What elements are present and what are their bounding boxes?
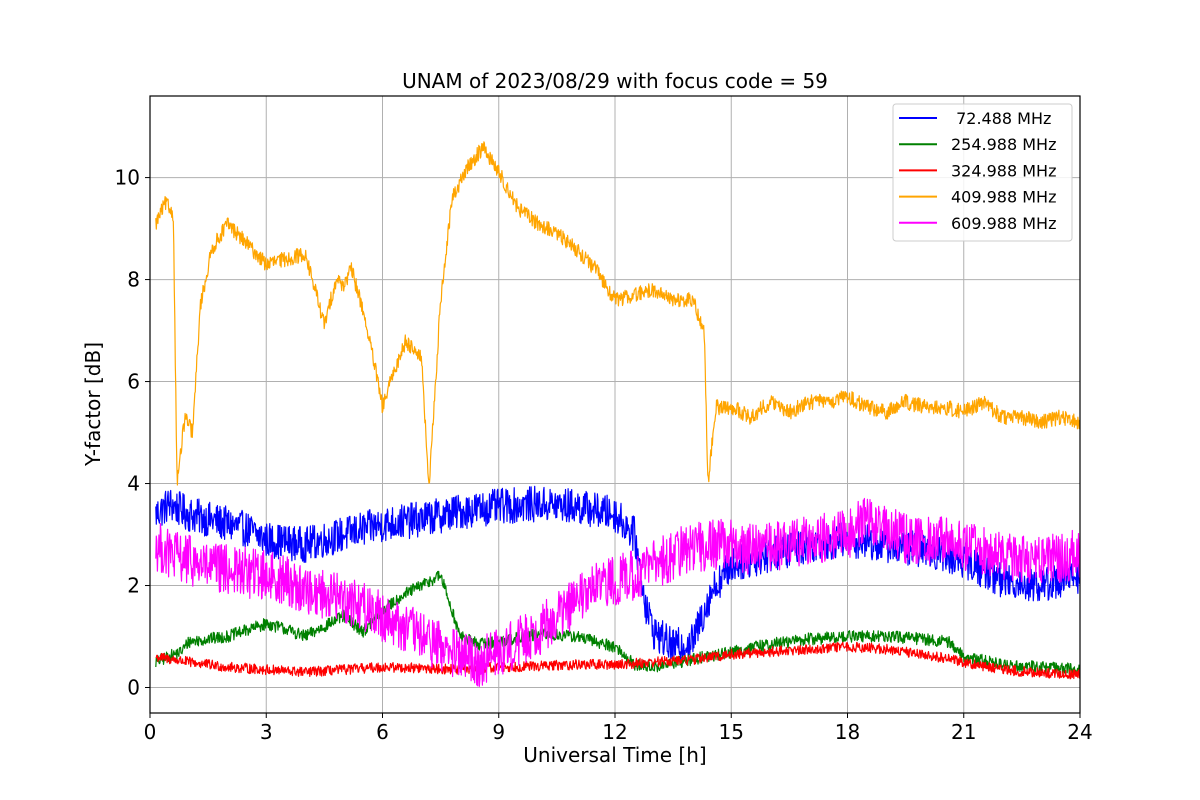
series-line xyxy=(155,570,1080,676)
series-line xyxy=(155,141,1080,486)
legend-label: 254.988 MHz xyxy=(951,135,1056,154)
legend-label: 72.488 MHz xyxy=(951,109,1051,128)
legend-label: 409.988 MHz xyxy=(951,188,1056,207)
legend-box xyxy=(892,103,1073,242)
x-tick-label: 0 xyxy=(144,720,157,744)
x-axis-label: Universal Time [h] xyxy=(523,743,706,767)
y-tick-label: 2 xyxy=(127,574,140,598)
y-axis-label: Y-factor [dB] xyxy=(81,342,105,467)
x-tick-label: 9 xyxy=(492,720,505,744)
chart-title: UNAM of 2023/08/29 with focus code = 59 xyxy=(402,69,828,93)
legend-label: 324.988 MHz xyxy=(951,161,1056,180)
y-tick-label: 4 xyxy=(127,472,140,496)
legend-label: 609.988 MHz xyxy=(951,214,1056,233)
series-line xyxy=(155,497,1080,687)
x-tick-label: 21 xyxy=(951,720,976,744)
x-tick-label: 15 xyxy=(719,720,744,744)
y-tick-label: 0 xyxy=(127,676,140,700)
legend: 72.488 MHz 254.988 MHz 324.988 MHz 409.988 … xyxy=(892,103,1073,242)
x-tick-label: 24 xyxy=(1067,720,1092,744)
series-line xyxy=(155,485,1080,661)
series-layer xyxy=(155,141,1080,687)
x-tick-label: 6 xyxy=(376,720,389,744)
x-tick-label: 18 xyxy=(835,720,860,744)
x-tick-label: 3 xyxy=(260,720,273,744)
y-tick-label: 10 xyxy=(115,166,140,190)
y-tick-label: 8 xyxy=(127,268,140,292)
x-tick-label: 12 xyxy=(602,720,627,744)
series-line xyxy=(155,641,1080,680)
y-tick-label: 6 xyxy=(127,370,140,394)
